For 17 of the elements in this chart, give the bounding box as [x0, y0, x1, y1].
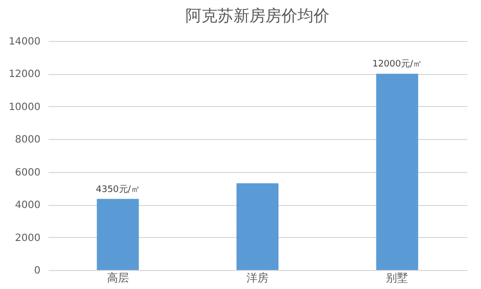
y-tick-label: 14000 [8, 36, 40, 48]
x-tick-label: 洋房 [246, 272, 268, 284]
y-tick-label: 8000 [15, 134, 40, 146]
y-tick-label: 0 [34, 266, 40, 276]
y-tick-label: 6000 [15, 167, 40, 178]
bar [96, 198, 139, 270]
y-tick-label: 2000 [15, 232, 40, 244]
y-tick-label: 10000 [8, 102, 40, 113]
y-tick-label: 4000 [15, 200, 40, 212]
chart-title: 阿克苏新房房价均价 [186, 6, 330, 25]
x-tick-label: 高层 [106, 272, 129, 284]
bar [236, 183, 278, 270]
bar [376, 74, 418, 270]
y-tick-label: 12000 [8, 69, 40, 80]
x-tick-label: 别墅 [386, 272, 408, 284]
data-label: 12000元/㎡ [372, 58, 422, 70]
data-label: 4350元/㎡ [96, 184, 140, 195]
